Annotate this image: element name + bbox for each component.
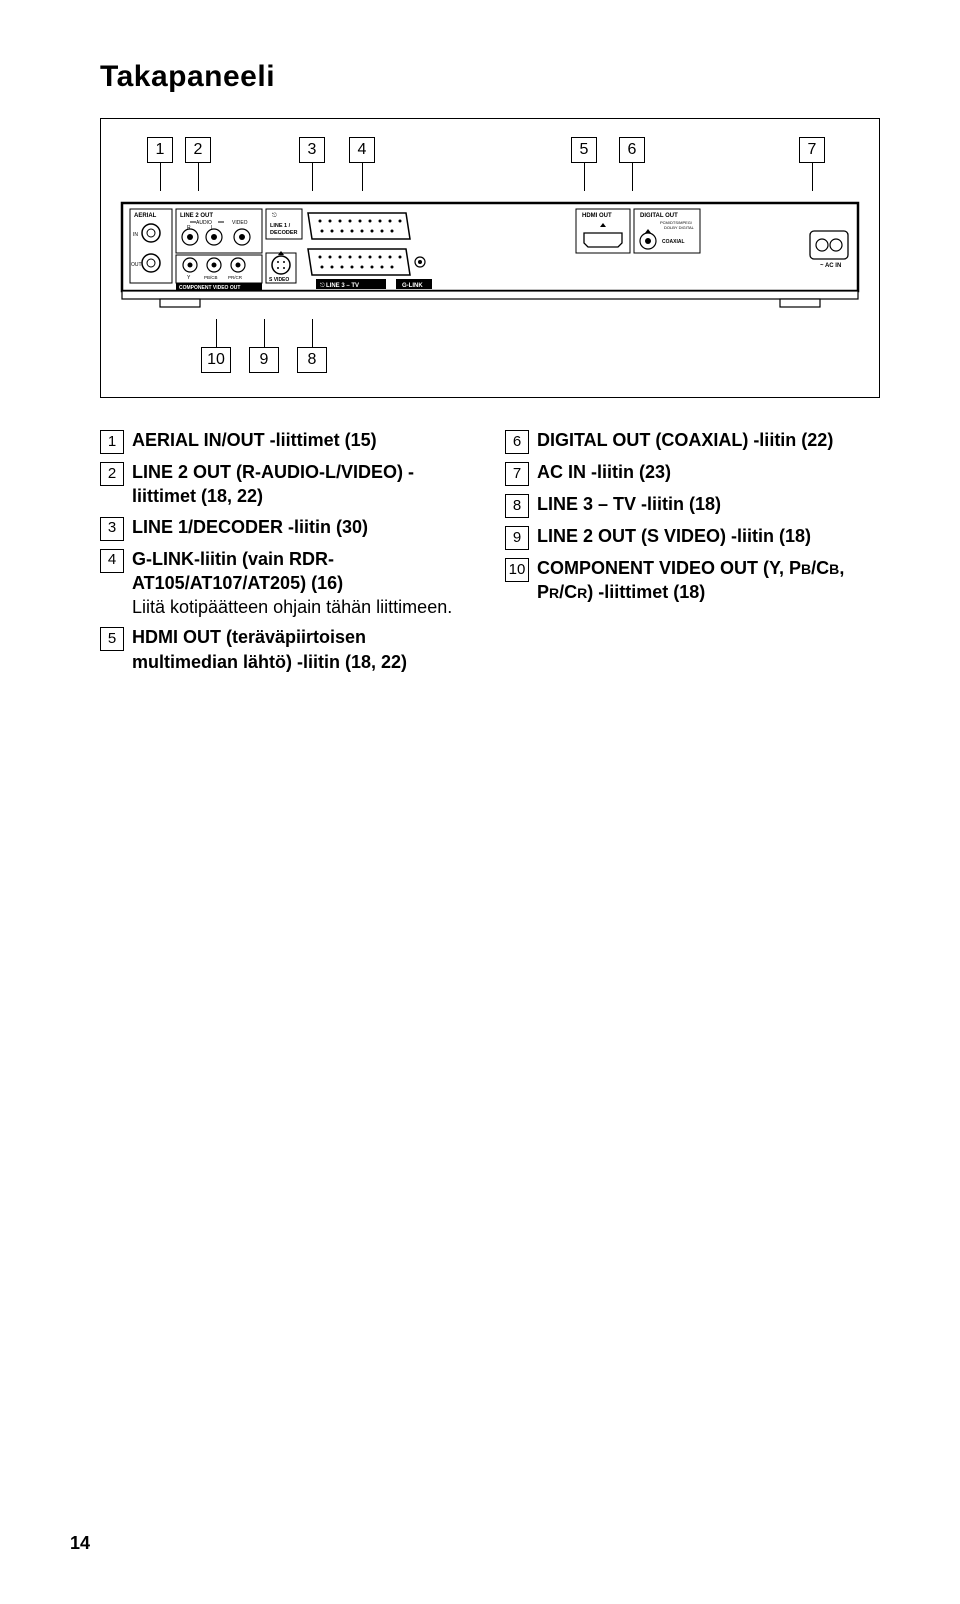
svg-text:COMPONENT VIDEO OUT: COMPONENT VIDEO OUT (179, 285, 240, 291)
legend-item: 1 AERIAL IN/OUT -liittimet (15) (100, 428, 475, 454)
legend-number: 3 (100, 517, 124, 541)
legend-text: DIGITAL OUT (COAXIAL) -liitin (22) (537, 428, 880, 452)
svg-text:LINE 2 OUT: LINE 2 OUT (180, 213, 213, 219)
legend-number: 6 (505, 430, 529, 454)
svg-text:~ AC IN: ~ AC IN (820, 263, 841, 269)
callout-box: 9 (249, 347, 279, 373)
callout-box: 10 (201, 347, 231, 373)
legend-number: 10 (505, 558, 529, 582)
callout-line (632, 163, 633, 191)
svg-text:DIGITAL OUT: DIGITAL OUT (640, 213, 678, 219)
callout-line (216, 319, 217, 347)
callout-line (264, 319, 265, 347)
diagram-frame: 12 34 56 7 AERIAL IN OUT (100, 118, 880, 398)
callout-line (198, 163, 199, 191)
callouts-top: 12 34 56 7 (119, 137, 861, 191)
callout-box: 1 (147, 137, 173, 163)
legend-number: 8 (505, 494, 529, 518)
svg-text:PB/CB: PB/CB (204, 275, 218, 280)
svg-text:LINE 3 – TV: LINE 3 – TV (326, 283, 359, 289)
svg-text:DOLBY DIGITAL: DOLBY DIGITAL (664, 225, 695, 230)
legend-columns: 1 AERIAL IN/OUT -liittimet (15) 2 LINE 2 OU… (100, 428, 880, 680)
callout-line (812, 163, 813, 191)
callout-line (312, 163, 313, 191)
legend-number: 5 (100, 627, 124, 651)
legend-left-column: 1 AERIAL IN/OUT -liittimet (15) 2 LINE 2 OU… (100, 428, 475, 680)
svg-text:PR/CR: PR/CR (228, 275, 243, 280)
callout-line (312, 319, 313, 347)
rear-panel-svg: AERIAL IN OUT LINE 2 OUT AUDIO R L (119, 195, 861, 315)
svg-text:COAXIAL: COAXIAL (662, 239, 685, 245)
legend-text: G-LINK-liitin (vain RDR-AT105/AT107/AT20… (132, 547, 475, 620)
svg-text:HDMI OUT: HDMI OUT (582, 213, 612, 219)
callout-box: 6 (619, 137, 645, 163)
svg-text:L: L (211, 225, 214, 231)
callout-box: 4 (349, 137, 375, 163)
svg-text:⎋: ⎋ (272, 212, 277, 219)
svg-text:⎋: ⎋ (320, 282, 325, 289)
legend-number: 2 (100, 462, 124, 486)
legend-text: AC IN -liitin (23) (537, 460, 880, 484)
legend-right-column: 6 DIGITAL OUT (COAXIAL) -liitin (22) 7 AC I… (505, 428, 880, 680)
legend-item: 8 LINE 3 – TV -liitin (18) (505, 492, 880, 518)
svg-text:AUDIO: AUDIO (196, 220, 212, 226)
legend-text: LINE 3 – TV -liitin (18) (537, 492, 880, 516)
svg-text:VIDEO: VIDEO (232, 220, 248, 226)
svg-text:IN: IN (133, 232, 138, 238)
legend-item: 10 COMPONENT VIDEO OUT (Y, PB/CB, PR/CR) … (505, 556, 880, 605)
legend-number: 7 (505, 462, 529, 486)
callout-line (584, 163, 585, 191)
legend-text: LINE 2 OUT (R-AUDIO-L/VIDEO) -liittimet … (132, 460, 475, 509)
legend-item: 3 LINE 1/DECODER -liitin (30) (100, 515, 475, 541)
callout-line (362, 163, 363, 191)
svg-text:OUT: OUT (131, 262, 142, 268)
svg-text:R: R (187, 225, 191, 231)
legend-text: HDMI OUT (teräväpiirtoisen multimedian l… (132, 625, 475, 674)
label-aerial: AERIAL (134, 213, 157, 219)
callout-line (160, 163, 161, 191)
legend-number: 4 (100, 549, 124, 573)
legend-item: 9 LINE 2 OUT (S VIDEO) -liitin (18) (505, 524, 880, 550)
svg-text:LINE 1 /: LINE 1 / (270, 223, 291, 229)
legend-item: 7 AC IN -liitin (23) (505, 460, 880, 486)
legend-text: LINE 1/DECODER -liitin (30) (132, 515, 475, 539)
svg-text:S VIDEO: S VIDEO (269, 277, 289, 283)
svg-text:DECODER: DECODER (270, 230, 298, 236)
page-number: 14 (70, 1533, 90, 1554)
legend-number: 1 (100, 430, 124, 454)
callouts-bottom: 10 98 (119, 319, 861, 379)
legend-number: 9 (505, 526, 529, 550)
callout-box: 8 (297, 347, 327, 373)
legend-text: AERIAL IN/OUT -liittimet (15) (132, 428, 475, 452)
callout-box: 5 (571, 137, 597, 163)
legend-text: LINE 2 OUT (S VIDEO) -liitin (18) (537, 524, 880, 548)
legend-item: 5 HDMI OUT (teräväpiirtoisen multimedian … (100, 625, 475, 674)
legend-text: COMPONENT VIDEO OUT (Y, PB/CB, PR/CR) -l… (537, 556, 880, 605)
legend-item: 4 G-LINK-liitin (vain RDR-AT105/AT107/AT2… (100, 547, 475, 620)
callout-box: 3 (299, 137, 325, 163)
page-title: Takapaneeli (100, 60, 880, 94)
legend-item: 6 DIGITAL OUT (COAXIAL) -liitin (22) (505, 428, 880, 454)
rear-panel-diagram: AERIAL IN OUT LINE 2 OUT AUDIO R L (119, 195, 861, 315)
legend-item: 2 LINE 2 OUT (R-AUDIO-L/VIDEO) -liittimet… (100, 460, 475, 509)
callout-box: 7 (799, 137, 825, 163)
callout-box: 2 (185, 137, 211, 163)
svg-text:G-LINK: G-LINK (402, 283, 423, 289)
